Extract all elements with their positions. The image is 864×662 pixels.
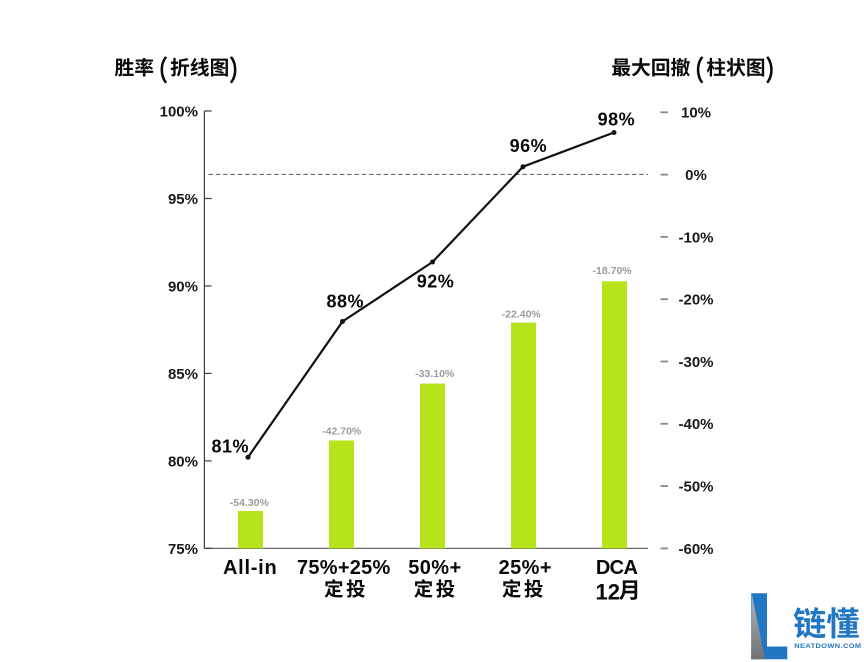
svg-text:0%: 0% <box>685 167 707 184</box>
svg-text:96%: 96% <box>510 136 548 156</box>
svg-text:90%: 90% <box>168 278 198 295</box>
svg-text:100%: 100% <box>160 103 198 120</box>
svg-text:-54.30%: -54.30% <box>230 497 270 509</box>
svg-text:85%: 85% <box>168 366 198 383</box>
svg-text:12: 12 <box>596 580 620 605</box>
svg-text:NEATDOWN.COM: NEATDOWN.COM <box>794 643 861 650</box>
svg-text:-40%: -40% <box>678 416 713 433</box>
svg-text:75%+25%: 75%+25% <box>297 557 391 579</box>
svg-text:-33.10%: -33.10% <box>415 368 455 380</box>
svg-text:-60%: -60% <box>678 541 713 558</box>
svg-text:-10%: -10% <box>678 229 713 246</box>
svg-text:-42.70%: -42.70% <box>322 426 362 438</box>
svg-text:80%: 80% <box>168 453 198 470</box>
svg-text:-30%: -30% <box>678 354 713 371</box>
svg-text:-50%: -50% <box>678 479 713 496</box>
svg-text:81%: 81% <box>212 436 250 456</box>
svg-text:-18.70%: -18.70% <box>593 265 633 277</box>
svg-text:DCA: DCA <box>596 557 638 579</box>
svg-text:25%+: 25%+ <box>499 557 552 579</box>
svg-text:88%: 88% <box>327 291 365 311</box>
svg-text:95%: 95% <box>168 191 198 208</box>
svg-text:All-in: All-in <box>223 557 278 579</box>
svg-text:75%: 75% <box>168 541 198 558</box>
svg-text:-20%: -20% <box>678 292 713 309</box>
svg-text:-22.40%: -22.40% <box>502 309 542 321</box>
svg-text:10%: 10% <box>681 105 711 122</box>
svg-text:92%: 92% <box>417 271 455 291</box>
svg-text:98%: 98% <box>598 110 636 130</box>
svg-text:50%+: 50%+ <box>408 557 461 579</box>
